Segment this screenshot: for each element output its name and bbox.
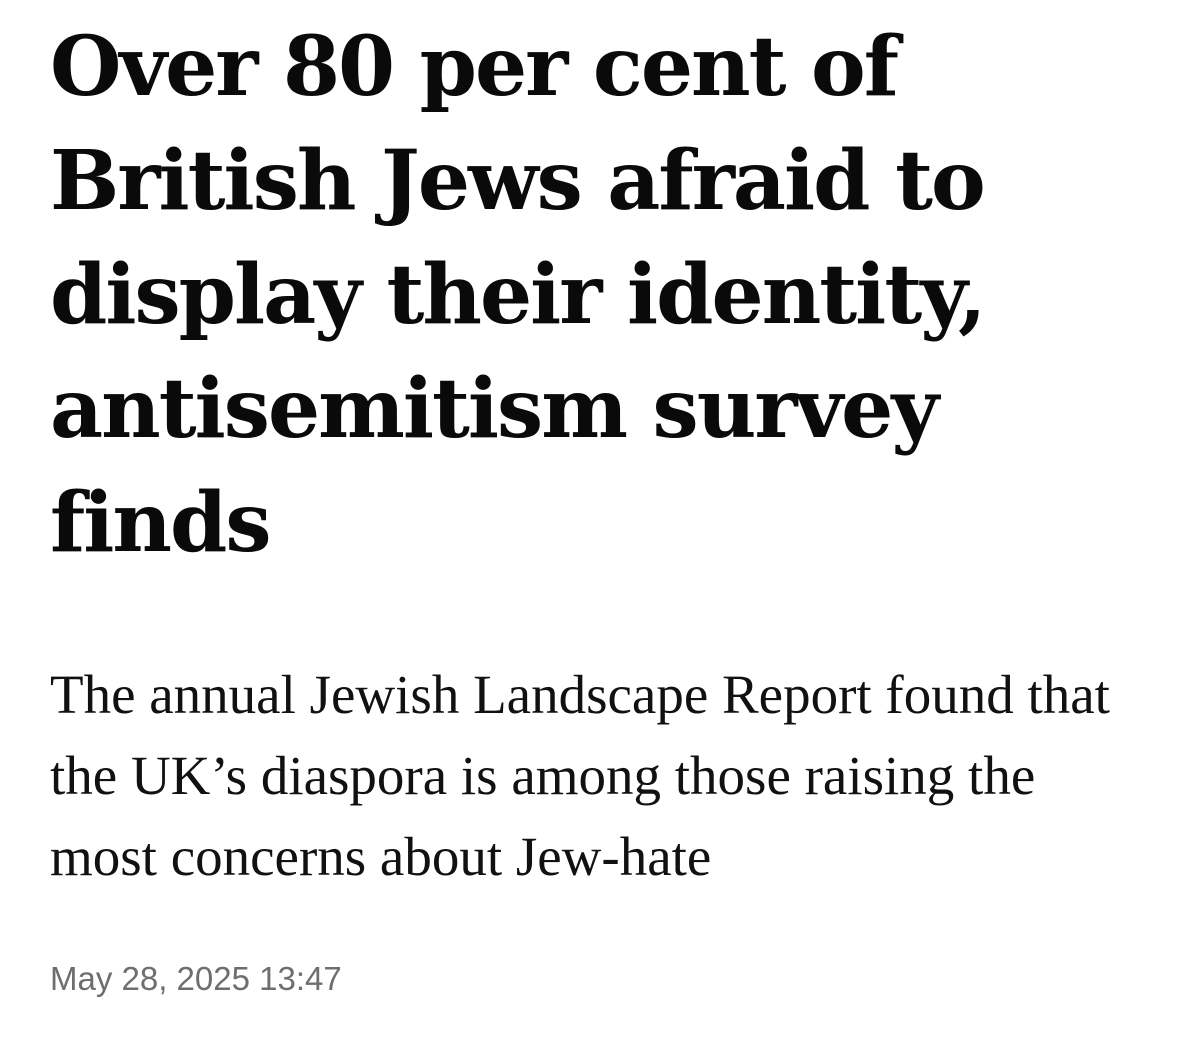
article-standfirst: The annual Jewish Landscape Report found… [50,664,1110,887]
article-headline: Over 80 per cent of British Jews afraid … [50,19,987,571]
article-timestamp: May 28, 2025 13:47 [50,960,342,997]
